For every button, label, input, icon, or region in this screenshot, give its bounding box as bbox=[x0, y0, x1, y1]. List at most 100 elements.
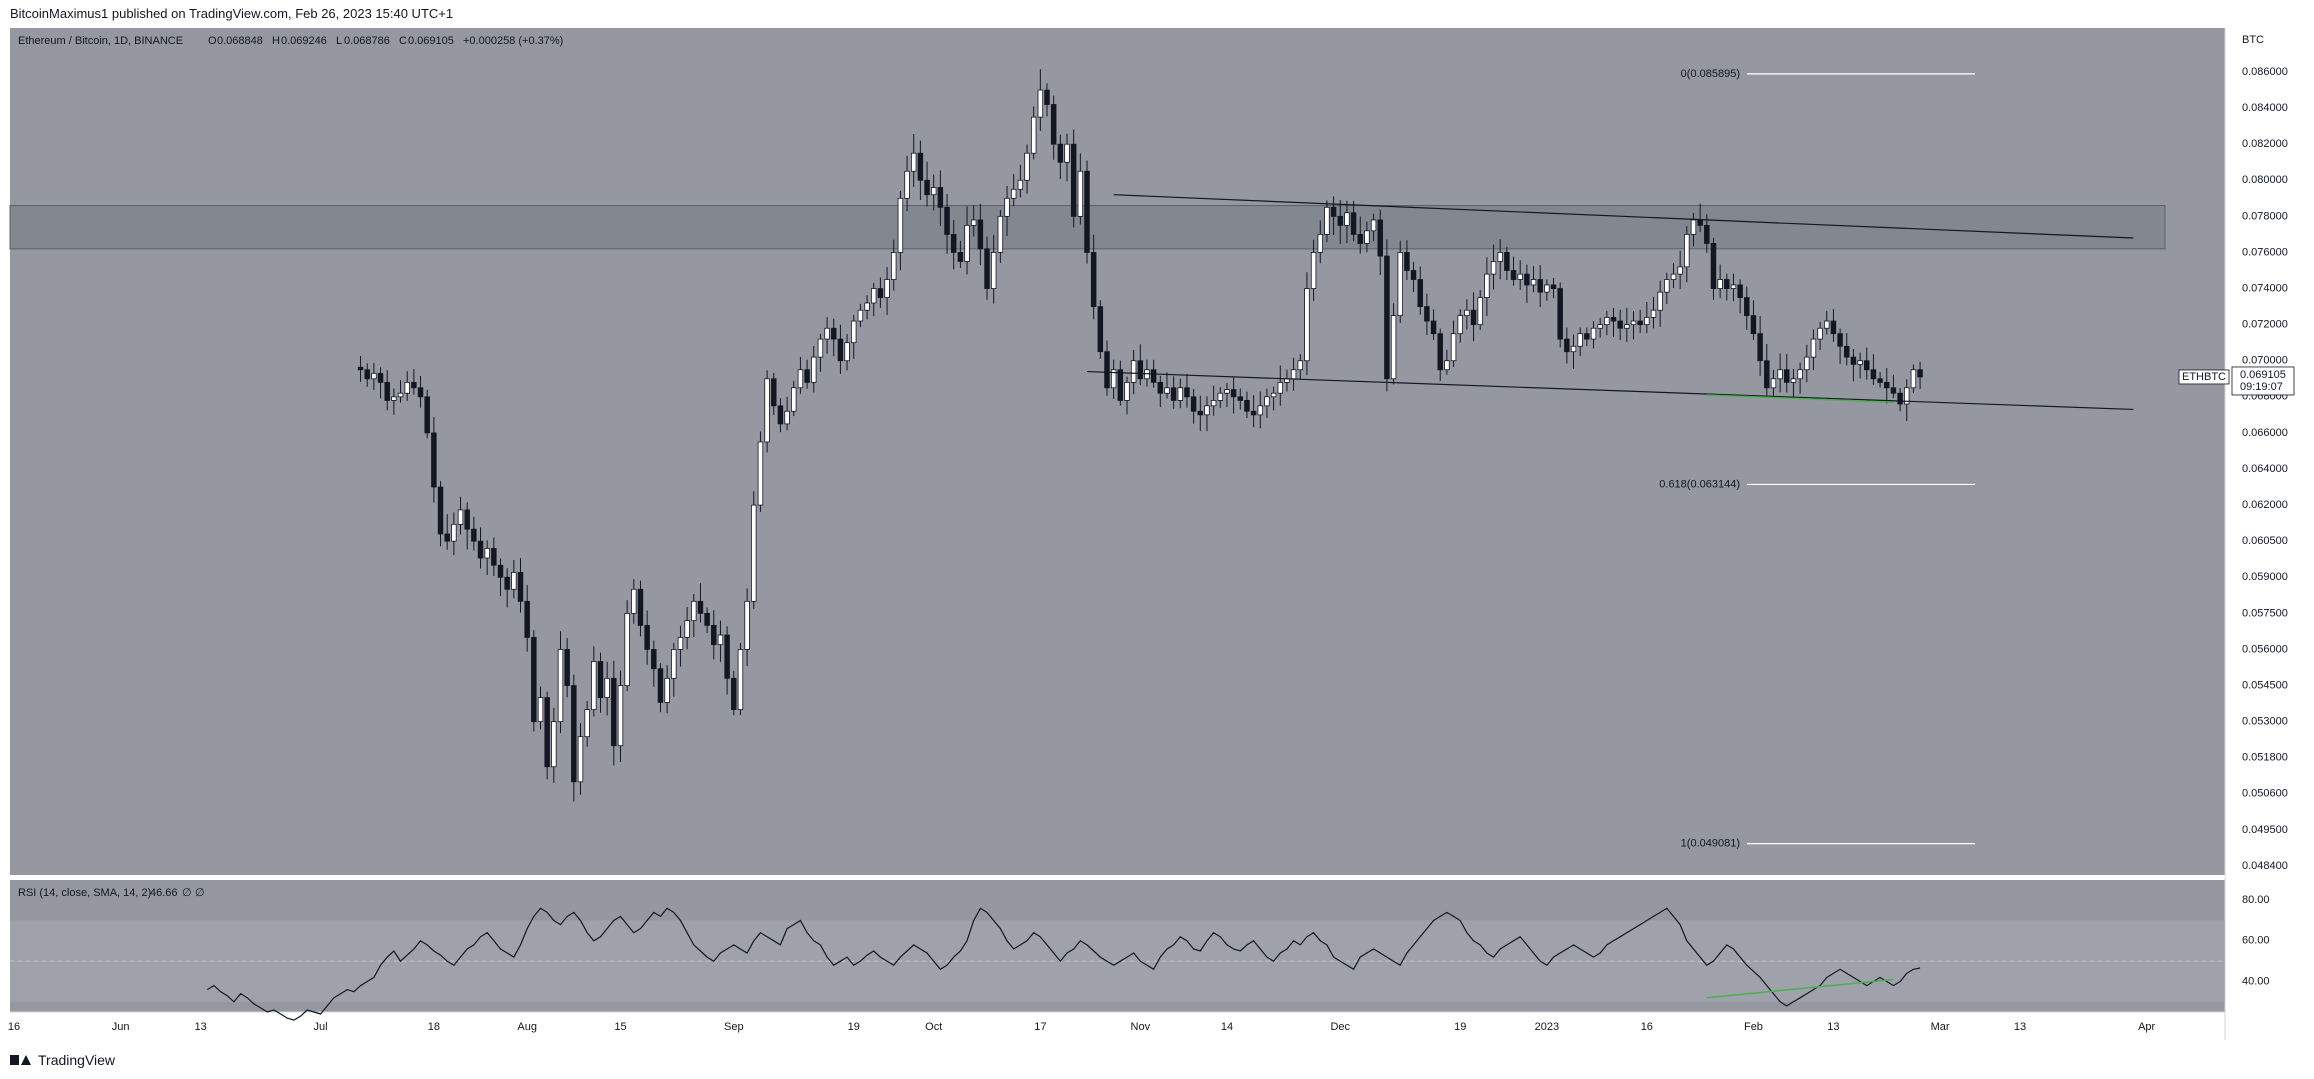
candle[interactable] bbox=[557, 649, 564, 723]
candle[interactable] bbox=[771, 378, 777, 407]
candle[interactable] bbox=[1064, 143, 1070, 163]
candle[interactable] bbox=[837, 338, 844, 362]
candle[interactable] bbox=[930, 187, 937, 196]
candle[interactable] bbox=[1237, 396, 1244, 401]
trendline-channel-bottom[interactable] bbox=[1086, 370, 2134, 411]
candle[interactable] bbox=[1070, 143, 1077, 217]
candle[interactable] bbox=[1217, 392, 1224, 401]
candle[interactable] bbox=[1890, 387, 1897, 394]
candle[interactable] bbox=[691, 600, 697, 621]
candle[interactable] bbox=[1730, 284, 1737, 289]
candle[interactable] bbox=[957, 252, 964, 262]
candle[interactable] bbox=[1037, 89, 1044, 118]
candle[interactable] bbox=[1510, 270, 1517, 280]
candle[interactable] bbox=[1390, 315, 1397, 380]
candle[interactable] bbox=[1417, 279, 1423, 307]
candle[interactable] bbox=[444, 533, 450, 542]
candle[interactable] bbox=[704, 612, 710, 626]
candle[interactable] bbox=[1050, 104, 1057, 145]
candle[interactable] bbox=[404, 381, 410, 394]
candle[interactable] bbox=[1210, 400, 1217, 407]
candle[interactable] bbox=[1657, 291, 1663, 311]
candle[interactable] bbox=[1130, 360, 1137, 383]
candle[interactable] bbox=[1864, 360, 1870, 371]
candle[interactable] bbox=[1870, 369, 1877, 380]
candle[interactable] bbox=[1517, 273, 1523, 280]
candle[interactable] bbox=[1230, 389, 1237, 398]
candle[interactable] bbox=[1917, 369, 1923, 378]
candle[interactable] bbox=[424, 396, 430, 434]
candle[interactable] bbox=[1104, 351, 1110, 389]
candle[interactable] bbox=[464, 509, 470, 530]
candle[interactable] bbox=[1784, 369, 1790, 383]
candle[interactable] bbox=[711, 624, 717, 646]
candle[interactable] bbox=[664, 677, 670, 703]
candle[interactable] bbox=[1444, 360, 1450, 371]
candle[interactable] bbox=[1350, 212, 1357, 235]
candle[interactable] bbox=[1304, 288, 1310, 362]
candle[interactable] bbox=[677, 637, 684, 650]
candle[interactable] bbox=[511, 572, 517, 590]
candle[interactable] bbox=[477, 540, 484, 559]
candle[interactable] bbox=[391, 396, 397, 401]
candle[interactable] bbox=[1264, 396, 1270, 407]
candle[interactable] bbox=[1850, 356, 1857, 365]
candle[interactable] bbox=[1777, 369, 1783, 380]
candle[interactable] bbox=[611, 677, 617, 747]
candle[interactable] bbox=[1477, 297, 1483, 326]
candle[interactable] bbox=[744, 600, 750, 650]
candle[interactable] bbox=[584, 709, 590, 738]
candle[interactable] bbox=[1017, 179, 1024, 190]
candle[interactable] bbox=[617, 685, 624, 747]
candle[interactable] bbox=[1550, 284, 1557, 289]
trendline-channel-top[interactable] bbox=[1113, 194, 2134, 239]
candle[interactable] bbox=[1524, 273, 1530, 286]
candle[interactable] bbox=[817, 338, 824, 358]
candle[interactable] bbox=[977, 219, 984, 250]
candle[interactable] bbox=[1877, 378, 1883, 383]
candle[interactable] bbox=[1470, 309, 1477, 326]
candle[interactable] bbox=[504, 576, 510, 590]
candle[interactable] bbox=[471, 528, 477, 542]
candle[interactable] bbox=[1617, 320, 1623, 329]
candle[interactable] bbox=[1824, 320, 1830, 329]
candle[interactable] bbox=[1764, 360, 1770, 389]
candle[interactable] bbox=[1670, 273, 1677, 280]
candle[interactable] bbox=[397, 392, 404, 398]
candle[interactable] bbox=[1137, 360, 1144, 380]
candle[interactable] bbox=[631, 588, 637, 614]
candle[interactable] bbox=[950, 234, 957, 253]
candle[interactable] bbox=[1464, 309, 1470, 317]
rsi-divergence-line[interactable] bbox=[1706, 978, 1894, 999]
candle[interactable] bbox=[1124, 381, 1130, 401]
candle[interactable] bbox=[1437, 333, 1443, 371]
candle[interactable] bbox=[1884, 381, 1890, 389]
candle[interactable] bbox=[1857, 360, 1863, 365]
candle[interactable] bbox=[1904, 387, 1910, 405]
candle[interactable] bbox=[1684, 234, 1690, 268]
candle[interactable] bbox=[1504, 252, 1510, 271]
candle[interactable] bbox=[777, 405, 784, 425]
candle[interactable] bbox=[791, 387, 797, 412]
candle[interactable] bbox=[1310, 252, 1317, 289]
candle[interactable] bbox=[551, 721, 557, 768]
candle[interactable] bbox=[1370, 219, 1377, 232]
candle[interactable] bbox=[1277, 381, 1284, 394]
candle[interactable] bbox=[937, 187, 944, 208]
candle[interactable] bbox=[491, 548, 497, 566]
candle[interactable] bbox=[1650, 309, 1657, 318]
candle[interactable] bbox=[864, 302, 870, 311]
candle[interactable] bbox=[1690, 219, 1697, 235]
candle[interactable] bbox=[757, 441, 764, 506]
candle[interactable] bbox=[897, 197, 904, 253]
candle[interactable] bbox=[571, 685, 577, 783]
candle[interactable] bbox=[697, 600, 704, 614]
candle[interactable] bbox=[924, 179, 930, 196]
candle[interactable] bbox=[1537, 279, 1543, 293]
candle[interactable] bbox=[1224, 389, 1230, 394]
candle[interactable] bbox=[1664, 279, 1670, 293]
candle[interactable] bbox=[1084, 170, 1090, 253]
candle[interactable] bbox=[1450, 333, 1457, 362]
candle[interactable] bbox=[1910, 369, 1917, 389]
candle[interactable] bbox=[764, 378, 770, 443]
